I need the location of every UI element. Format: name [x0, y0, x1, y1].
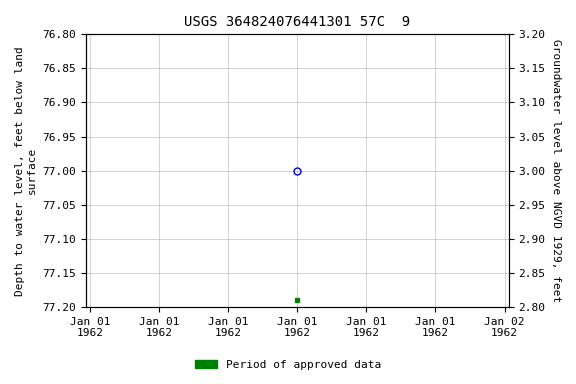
Title: USGS 364824076441301 57C  9: USGS 364824076441301 57C 9: [184, 15, 410, 29]
Y-axis label: Groundwater level above NGVD 1929, feet: Groundwater level above NGVD 1929, feet: [551, 39, 561, 302]
Legend: Period of approved data: Period of approved data: [191, 356, 385, 375]
Y-axis label: Depth to water level, feet below land
surface: Depth to water level, feet below land su…: [15, 46, 37, 296]
